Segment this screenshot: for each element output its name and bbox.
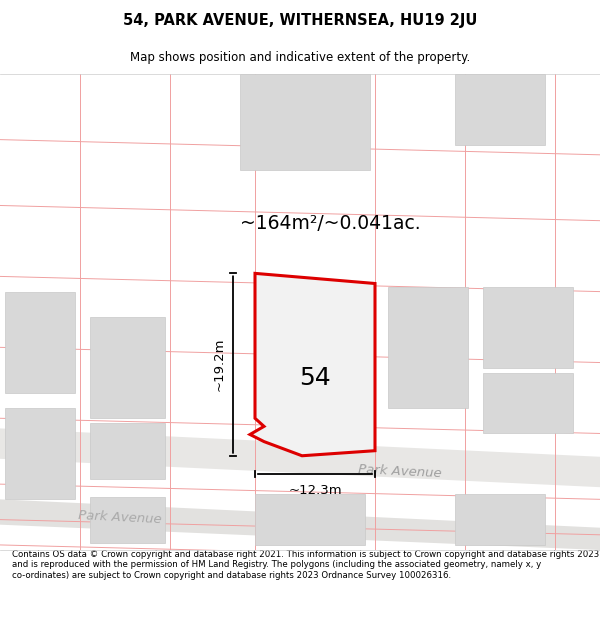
- Text: Park Avenue: Park Avenue: [78, 509, 162, 526]
- Bar: [5, 292, 75, 393]
- Text: Contains OS data © Crown copyright and database right 2021. This information is : Contains OS data © Crown copyright and d…: [12, 550, 599, 580]
- Bar: [240, 74, 370, 170]
- Bar: [455, 494, 545, 545]
- Bar: [455, 74, 545, 144]
- Bar: [255, 494, 365, 545]
- Bar: [268, 329, 360, 439]
- Bar: [5, 408, 75, 499]
- Text: Park Avenue: Park Avenue: [358, 463, 442, 481]
- Text: ~12.3m: ~12.3m: [288, 484, 342, 497]
- Text: 54: 54: [299, 366, 331, 390]
- Text: ~164m²/~0.041ac.: ~164m²/~0.041ac.: [239, 214, 421, 233]
- Polygon shape: [250, 273, 375, 456]
- Bar: [388, 286, 468, 408]
- Polygon shape: [0, 499, 600, 550]
- Bar: [90, 498, 165, 543]
- Bar: [90, 317, 165, 418]
- Polygon shape: [0, 428, 600, 487]
- Bar: [483, 286, 573, 368]
- Text: ~19.2m: ~19.2m: [212, 338, 226, 391]
- Bar: [483, 372, 573, 434]
- Bar: [90, 423, 165, 479]
- Text: Map shows position and indicative extent of the property.: Map shows position and indicative extent…: [130, 51, 470, 64]
- Text: 54, PARK AVENUE, WITHERNSEA, HU19 2JU: 54, PARK AVENUE, WITHERNSEA, HU19 2JU: [123, 13, 477, 28]
